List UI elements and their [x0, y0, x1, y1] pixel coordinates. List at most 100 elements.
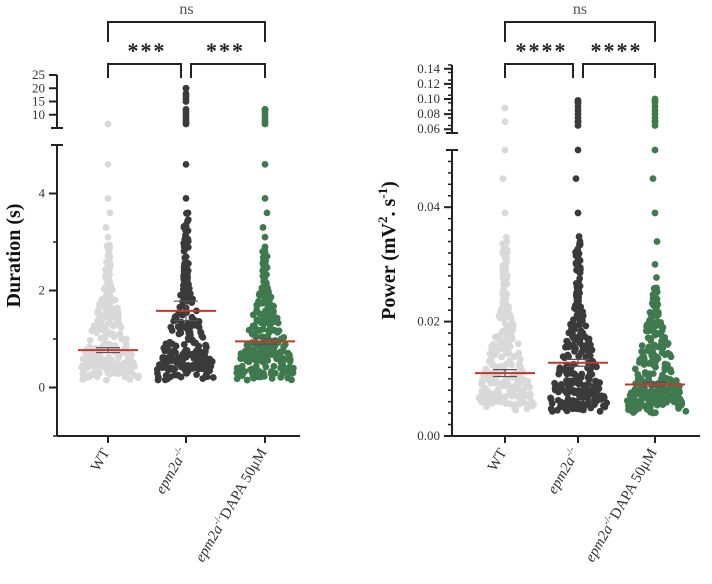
data-point	[273, 314, 281, 322]
data-point	[649, 409, 657, 417]
data-point	[195, 342, 203, 350]
data-point	[649, 356, 657, 363]
data-point	[257, 357, 265, 365]
data-point	[510, 353, 518, 360]
data-point	[233, 375, 241, 383]
data-point	[501, 319, 509, 327]
y-tick-label: 0	[39, 380, 46, 395]
data-point	[260, 284, 268, 292]
data-point	[102, 224, 110, 231]
data-point	[254, 351, 262, 359]
data-point	[203, 373, 211, 381]
data-point	[682, 407, 690, 415]
data-point	[493, 364, 501, 372]
data-point	[122, 371, 130, 379]
data-point	[526, 383, 534, 391]
x-tick-label: epm2a-/-DAPA 50μM	[581, 445, 661, 565]
data-point	[159, 354, 167, 361]
data-point	[634, 371, 642, 378]
data-point	[182, 233, 190, 241]
x-tick-label: WT	[485, 446, 511, 474]
data-point	[573, 306, 581, 314]
data-point	[172, 342, 180, 350]
data-point	[628, 408, 636, 415]
data-point	[499, 299, 507, 307]
data-point	[548, 399, 556, 407]
data-point	[182, 194, 190, 202]
data-point	[638, 348, 646, 355]
data-point	[182, 161, 190, 168]
data-point	[560, 399, 568, 407]
data-point	[575, 352, 583, 360]
data-point	[134, 373, 141, 381]
data-point	[198, 332, 206, 340]
data-point	[640, 361, 648, 368]
data-point	[255, 291, 263, 299]
data-point	[649, 175, 657, 183]
significance-bracket	[190, 63, 266, 78]
data-point	[201, 348, 209, 355]
data-point	[556, 364, 564, 372]
data-point	[506, 357, 514, 365]
data-point	[78, 363, 86, 371]
data-point	[185, 336, 192, 344]
data-point	[581, 343, 588, 350]
data-point	[263, 209, 271, 217]
data-point	[661, 336, 669, 343]
data-point	[260, 278, 268, 286]
data-point	[587, 370, 595, 378]
data-point	[492, 333, 500, 341]
significance-label: ****	[516, 38, 568, 63]
data-point	[253, 301, 261, 309]
data-point	[257, 344, 264, 351]
data-point	[651, 146, 659, 154]
data-point	[576, 339, 584, 347]
data-point	[517, 364, 525, 372]
data-point	[104, 161, 112, 168]
y-tick-label: 0.06	[417, 121, 440, 136]
data-point	[161, 376, 169, 384]
significance-label: ****	[591, 38, 643, 63]
data-point	[185, 280, 192, 288]
y-tick-label: 20	[32, 80, 45, 95]
data-point	[114, 315, 122, 322]
x-tick-label: WT	[88, 446, 114, 474]
data-point	[663, 388, 671, 396]
data-point	[643, 323, 651, 330]
swarm-3	[623, 95, 690, 417]
data-point	[248, 330, 256, 338]
data-point	[176, 354, 184, 362]
data-point	[596, 407, 604, 415]
data-point	[574, 261, 582, 268]
chart-panel-2: 0.00 0.02 0.04 0.060.080.100.120.14 Power (m…	[375, 1, 700, 565]
data-point	[99, 295, 107, 303]
data-point	[576, 393, 584, 401]
data-point	[243, 376, 251, 384]
data-point	[103, 282, 111, 290]
data-point	[503, 275, 510, 283]
data-point	[109, 365, 117, 373]
data-point	[240, 354, 248, 362]
data-point	[104, 273, 112, 281]
data-point	[512, 406, 520, 414]
data-point	[491, 351, 499, 358]
data-point	[563, 407, 571, 415]
data-point	[503, 238, 511, 245]
data-point	[576, 238, 584, 245]
data-point	[666, 395, 674, 403]
data-point	[651, 209, 659, 217]
data-point	[634, 390, 642, 398]
significance-bracket	[504, 63, 574, 78]
data-point	[104, 233, 112, 241]
y-tick-label: 0.00	[417, 428, 440, 443]
data-point	[499, 327, 507, 335]
data-point	[492, 377, 500, 385]
significance-label: ***	[206, 38, 245, 63]
swarm-2	[153, 84, 217, 384]
data-point	[261, 106, 269, 113]
data-point	[659, 371, 666, 379]
data-point	[259, 315, 267, 323]
data-point	[104, 320, 112, 328]
